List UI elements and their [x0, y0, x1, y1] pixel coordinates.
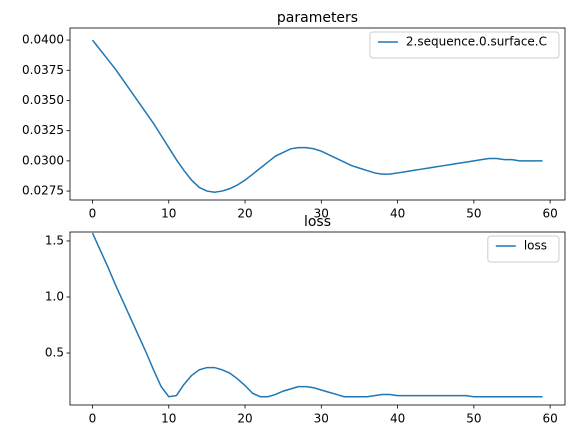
legend-box — [369, 31, 560, 59]
y-tick-label: 1.5 — [45, 233, 64, 247]
x-tick-label: 10 — [161, 412, 176, 426]
y-tick-label: 0.5 — [45, 346, 64, 360]
legend: loss — [487, 235, 560, 263]
x-tick-label: 20 — [237, 412, 252, 426]
x-tick-label: 40 — [390, 412, 405, 426]
chart-title: parameters — [277, 10, 358, 26]
x-tick-label: 10 — [161, 207, 176, 221]
y-tick-label: 0.0375 — [22, 63, 64, 77]
line-series — [91, 39, 543, 194]
y-tick-label: 0.0325 — [22, 123, 64, 137]
y-tick-label: 0.0300 — [22, 153, 64, 167]
x-tick-label: 60 — [542, 412, 557, 426]
y-tick-label: 0.0275 — [22, 184, 64, 198]
y-tick-label: 0.0350 — [22, 93, 64, 107]
legend-box — [487, 235, 560, 263]
x-tick-label: 60 — [542, 207, 557, 221]
legend-label: 2.sequence.0.surface.C — [406, 35, 547, 49]
axes-frame — [69, 27, 566, 201]
x-tick-label: 50 — [466, 412, 481, 426]
x-tick-label: 40 — [390, 207, 405, 221]
x-tick-label: 0 — [89, 412, 97, 426]
x-tick-label: 30 — [314, 412, 329, 426]
x-tick-label: 0 — [89, 207, 97, 221]
y-tick-label: 0.0400 — [22, 33, 64, 47]
x-tick-label: 50 — [466, 207, 481, 221]
legend-label: loss — [524, 239, 547, 253]
x-tick-label: 30 — [314, 207, 329, 221]
axes-frame — [69, 231, 566, 406]
x-tick-label: 20 — [237, 207, 252, 221]
y-tick-label: 1.0 — [45, 289, 64, 303]
legend: 2.sequence.0.surface.C — [369, 31, 560, 59]
line-series — [91, 232, 543, 398]
chart-title: loss — [304, 214, 331, 230]
